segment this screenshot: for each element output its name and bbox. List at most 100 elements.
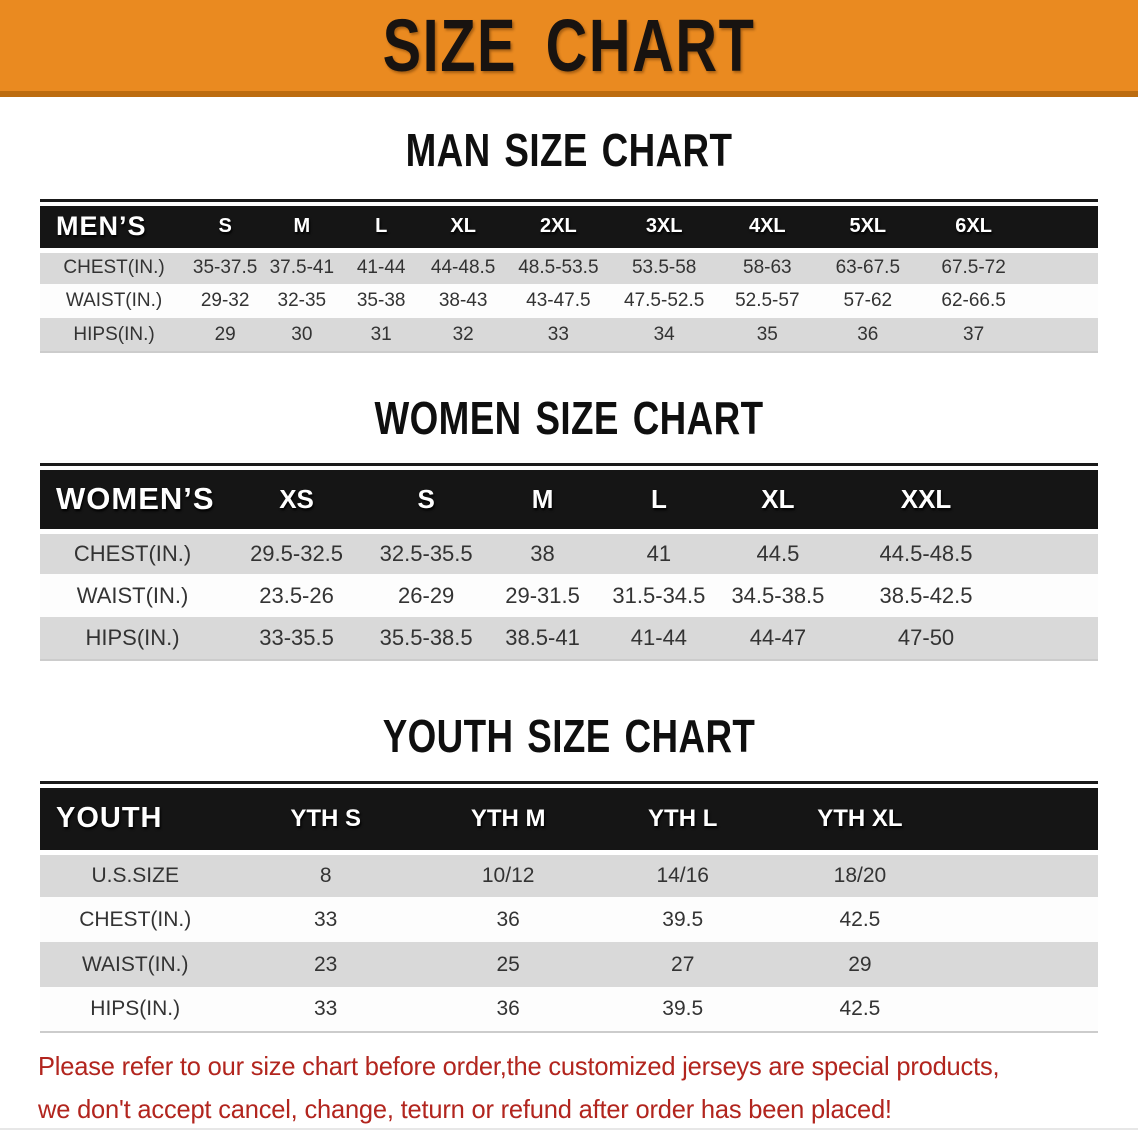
cell: 34 xyxy=(611,318,718,352)
size-header: XL xyxy=(420,206,506,253)
cell: 14/16 xyxy=(595,852,770,897)
size-header: 3XL xyxy=(611,206,718,253)
cell: 32-35 xyxy=(262,284,342,318)
table-top-rule xyxy=(40,199,1098,202)
cell: 39.5 xyxy=(595,987,770,1032)
men-table: MEN’S S M L XL 2XL 3XL 4XL 5XL 6XL xyxy=(40,199,1098,353)
cell: 44.5 xyxy=(717,531,839,574)
size-header: YTH M xyxy=(420,788,596,855)
cell: 30 xyxy=(262,318,342,352)
cell: 35-37.5 xyxy=(188,250,263,284)
spacer-cell xyxy=(1029,250,1098,284)
size-header: 5XL xyxy=(817,206,919,253)
row-label: HIPS(IN.) xyxy=(40,318,189,352)
spacer-cell xyxy=(949,897,1098,942)
row-label: U.S.SIZE xyxy=(40,852,231,897)
cell: 44-48.5 xyxy=(420,250,506,284)
row-label: CHEST(IN.) xyxy=(40,531,226,574)
size-header: XXL xyxy=(838,470,1014,534)
cell: 18/20 xyxy=(770,852,950,897)
table-row: WAIST(IN.) 23.5-26 26-29 29-31.5 31.5-34… xyxy=(40,574,1098,617)
cell: 44.5-48.5 xyxy=(838,531,1014,574)
cell: 31.5-34.5 xyxy=(600,574,718,617)
cell: 36 xyxy=(420,987,596,1032)
cell: 57-62 xyxy=(817,284,919,318)
table-row: CHEST(IN.) 29.5-32.5 32.5-35.5 38 41 44.… xyxy=(40,531,1098,574)
cell: 42.5 xyxy=(770,987,950,1032)
cell: 33 xyxy=(230,897,421,942)
cell: 38-43 xyxy=(420,284,506,318)
cell: 35.5-38.5 xyxy=(367,617,485,660)
youth-table: YOUTH YTH S YTH M YTH L YTH XL U.S.SIZE … xyxy=(40,781,1098,1033)
row-label: WAIST(IN.) xyxy=(40,942,231,987)
youth-header-row: YOUTH YTH S YTH M YTH L YTH XL xyxy=(40,788,1098,855)
men-section: MAN SIZE CHART MEN’S S M L XL 2XL xyxy=(0,123,1138,353)
cell: 37 xyxy=(918,318,1030,352)
cell: 62-66.5 xyxy=(918,284,1030,318)
spacer-cell xyxy=(1029,284,1098,318)
table-row: HIPS(IN.) 33-35.5 35.5-38.5 38.5-41 41-4… xyxy=(40,617,1098,660)
size-header: L xyxy=(341,206,421,253)
row-label: WAIST(IN.) xyxy=(40,284,189,318)
cell: 10/12 xyxy=(420,852,596,897)
women-section: WOMEN SIZE CHART WOMEN’S XS S M L XL xyxy=(0,391,1138,661)
table-row: HIPS(IN.) 33 36 39.5 42.5 xyxy=(40,987,1098,1032)
cell: 38 xyxy=(484,531,601,574)
cell: 27 xyxy=(595,942,770,987)
table-row: U.S.SIZE 8 10/12 14/16 18/20 xyxy=(40,852,1098,897)
table-top-rule xyxy=(40,781,1098,784)
size-header: L xyxy=(600,470,718,534)
size-header: M xyxy=(484,470,601,534)
cell: 43-47.5 xyxy=(505,284,612,318)
cell: 29 xyxy=(188,318,263,352)
disclaimer-line-2: we don't accept cancel, change, teturn o… xyxy=(38,1094,892,1124)
table-row: CHEST(IN.) 33 36 39.5 42.5 xyxy=(40,897,1098,942)
table-row: HIPS(IN.) 29 30 31 32 33 34 35 36 37 xyxy=(40,318,1098,352)
row-label: CHEST(IN.) xyxy=(40,250,189,284)
cell: 47.5-52.5 xyxy=(611,284,718,318)
row-label: WAIST(IN.) xyxy=(40,574,226,617)
cell: 58-63 xyxy=(717,250,818,284)
size-header: YTH XL xyxy=(770,788,950,855)
women-header-row: WOMEN’S XS S M L XL XXL xyxy=(40,470,1098,534)
table-row: CHEST(IN.) 35-37.5 37.5-41 41-44 44-48.5… xyxy=(40,250,1098,284)
cell: 53.5-58 xyxy=(611,250,718,284)
cell: 52.5-57 xyxy=(717,284,818,318)
cell: 25 xyxy=(420,942,596,987)
youth-section: YOUTH SIZE CHART YOUTH YTH S YTH M YTH L… xyxy=(0,709,1138,1033)
men-group-label: MEN’S xyxy=(40,206,189,253)
size-header: XL xyxy=(717,470,839,534)
spacer-cell xyxy=(949,942,1098,987)
cell: 29 xyxy=(770,942,950,987)
spacer-cell xyxy=(949,788,1098,855)
cell: 29.5-32.5 xyxy=(225,531,368,574)
row-label: HIPS(IN.) xyxy=(40,987,231,1032)
size-header: S xyxy=(188,206,263,253)
table-row: WAIST(IN.) 23 25 27 29 xyxy=(40,942,1098,987)
size-header: 2XL xyxy=(505,206,612,253)
cell: 35 xyxy=(717,318,818,352)
cell: 29-32 xyxy=(188,284,263,318)
spacer-cell xyxy=(949,852,1098,897)
row-label: CHEST(IN.) xyxy=(40,897,231,942)
women-heading: WOMEN SIZE CHART xyxy=(374,392,764,444)
spacer-cell xyxy=(1029,206,1098,253)
row-label: HIPS(IN.) xyxy=(40,617,226,660)
cell: 36 xyxy=(420,897,596,942)
cell: 39.5 xyxy=(595,897,770,942)
size-header: 6XL xyxy=(918,206,1030,253)
women-group-label: WOMEN’S xyxy=(40,470,226,534)
size-header: M xyxy=(262,206,342,253)
size-header: S xyxy=(367,470,485,534)
cell: 35-38 xyxy=(341,284,421,318)
spacer-cell xyxy=(1013,617,1098,660)
youth-heading: YOUTH SIZE CHART xyxy=(382,710,756,762)
size-header: YTH S xyxy=(230,788,421,855)
cell: 33 xyxy=(230,987,421,1032)
cell: 38.5-41 xyxy=(484,617,601,660)
cell: 23.5-26 xyxy=(225,574,368,617)
size-header: XS xyxy=(225,470,368,534)
cell: 36 xyxy=(817,318,919,352)
cell: 37.5-41 xyxy=(262,250,342,284)
banner: SIZE CHART xyxy=(0,0,1138,97)
